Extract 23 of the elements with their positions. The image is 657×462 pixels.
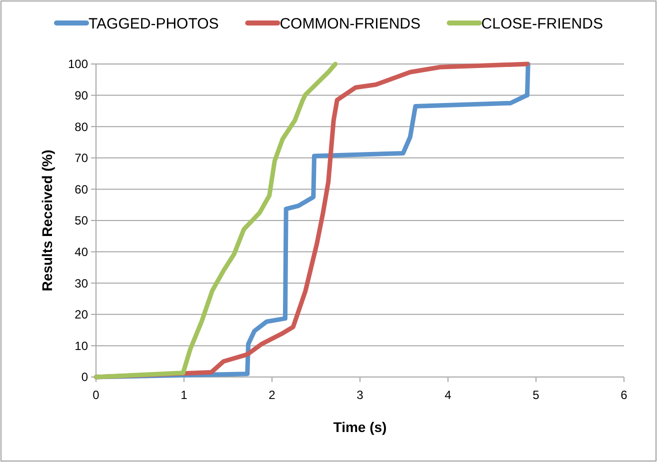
- y-tick-label: 80: [74, 120, 88, 134]
- x-axis-title: Time (s): [333, 419, 387, 435]
- legend-label: TAGGED-PHOTOS: [88, 15, 219, 32]
- y-tick-label: 20: [74, 308, 88, 322]
- x-tick-label: 3: [356, 388, 364, 402]
- y-tick-label: 30: [74, 276, 88, 290]
- x-tick-label: 0: [92, 388, 100, 402]
- x-tick-label: 6: [620, 388, 628, 402]
- x-tick-label: 2: [268, 388, 276, 402]
- x-tick-label: 5: [532, 388, 540, 402]
- y-tick-label: 50: [74, 214, 88, 228]
- y-tick-label: 40: [74, 245, 88, 259]
- y-tick-label: 0: [81, 370, 88, 384]
- x-tick-label: 1: [180, 388, 188, 402]
- y-axis-title: Results Received (%): [39, 150, 55, 292]
- y-tick-label: 90: [74, 88, 88, 102]
- x-tick-label: 4: [444, 388, 452, 402]
- legend-label: COMMON-FRIENDS: [280, 15, 421, 32]
- y-tick-label: 100: [68, 57, 88, 72]
- y-tick-label: 60: [74, 182, 88, 196]
- legend-label: CLOSE-FRIENDS: [481, 15, 603, 32]
- y-tick-label: 10: [74, 338, 88, 353]
- y-tick-label: 70: [74, 151, 88, 166]
